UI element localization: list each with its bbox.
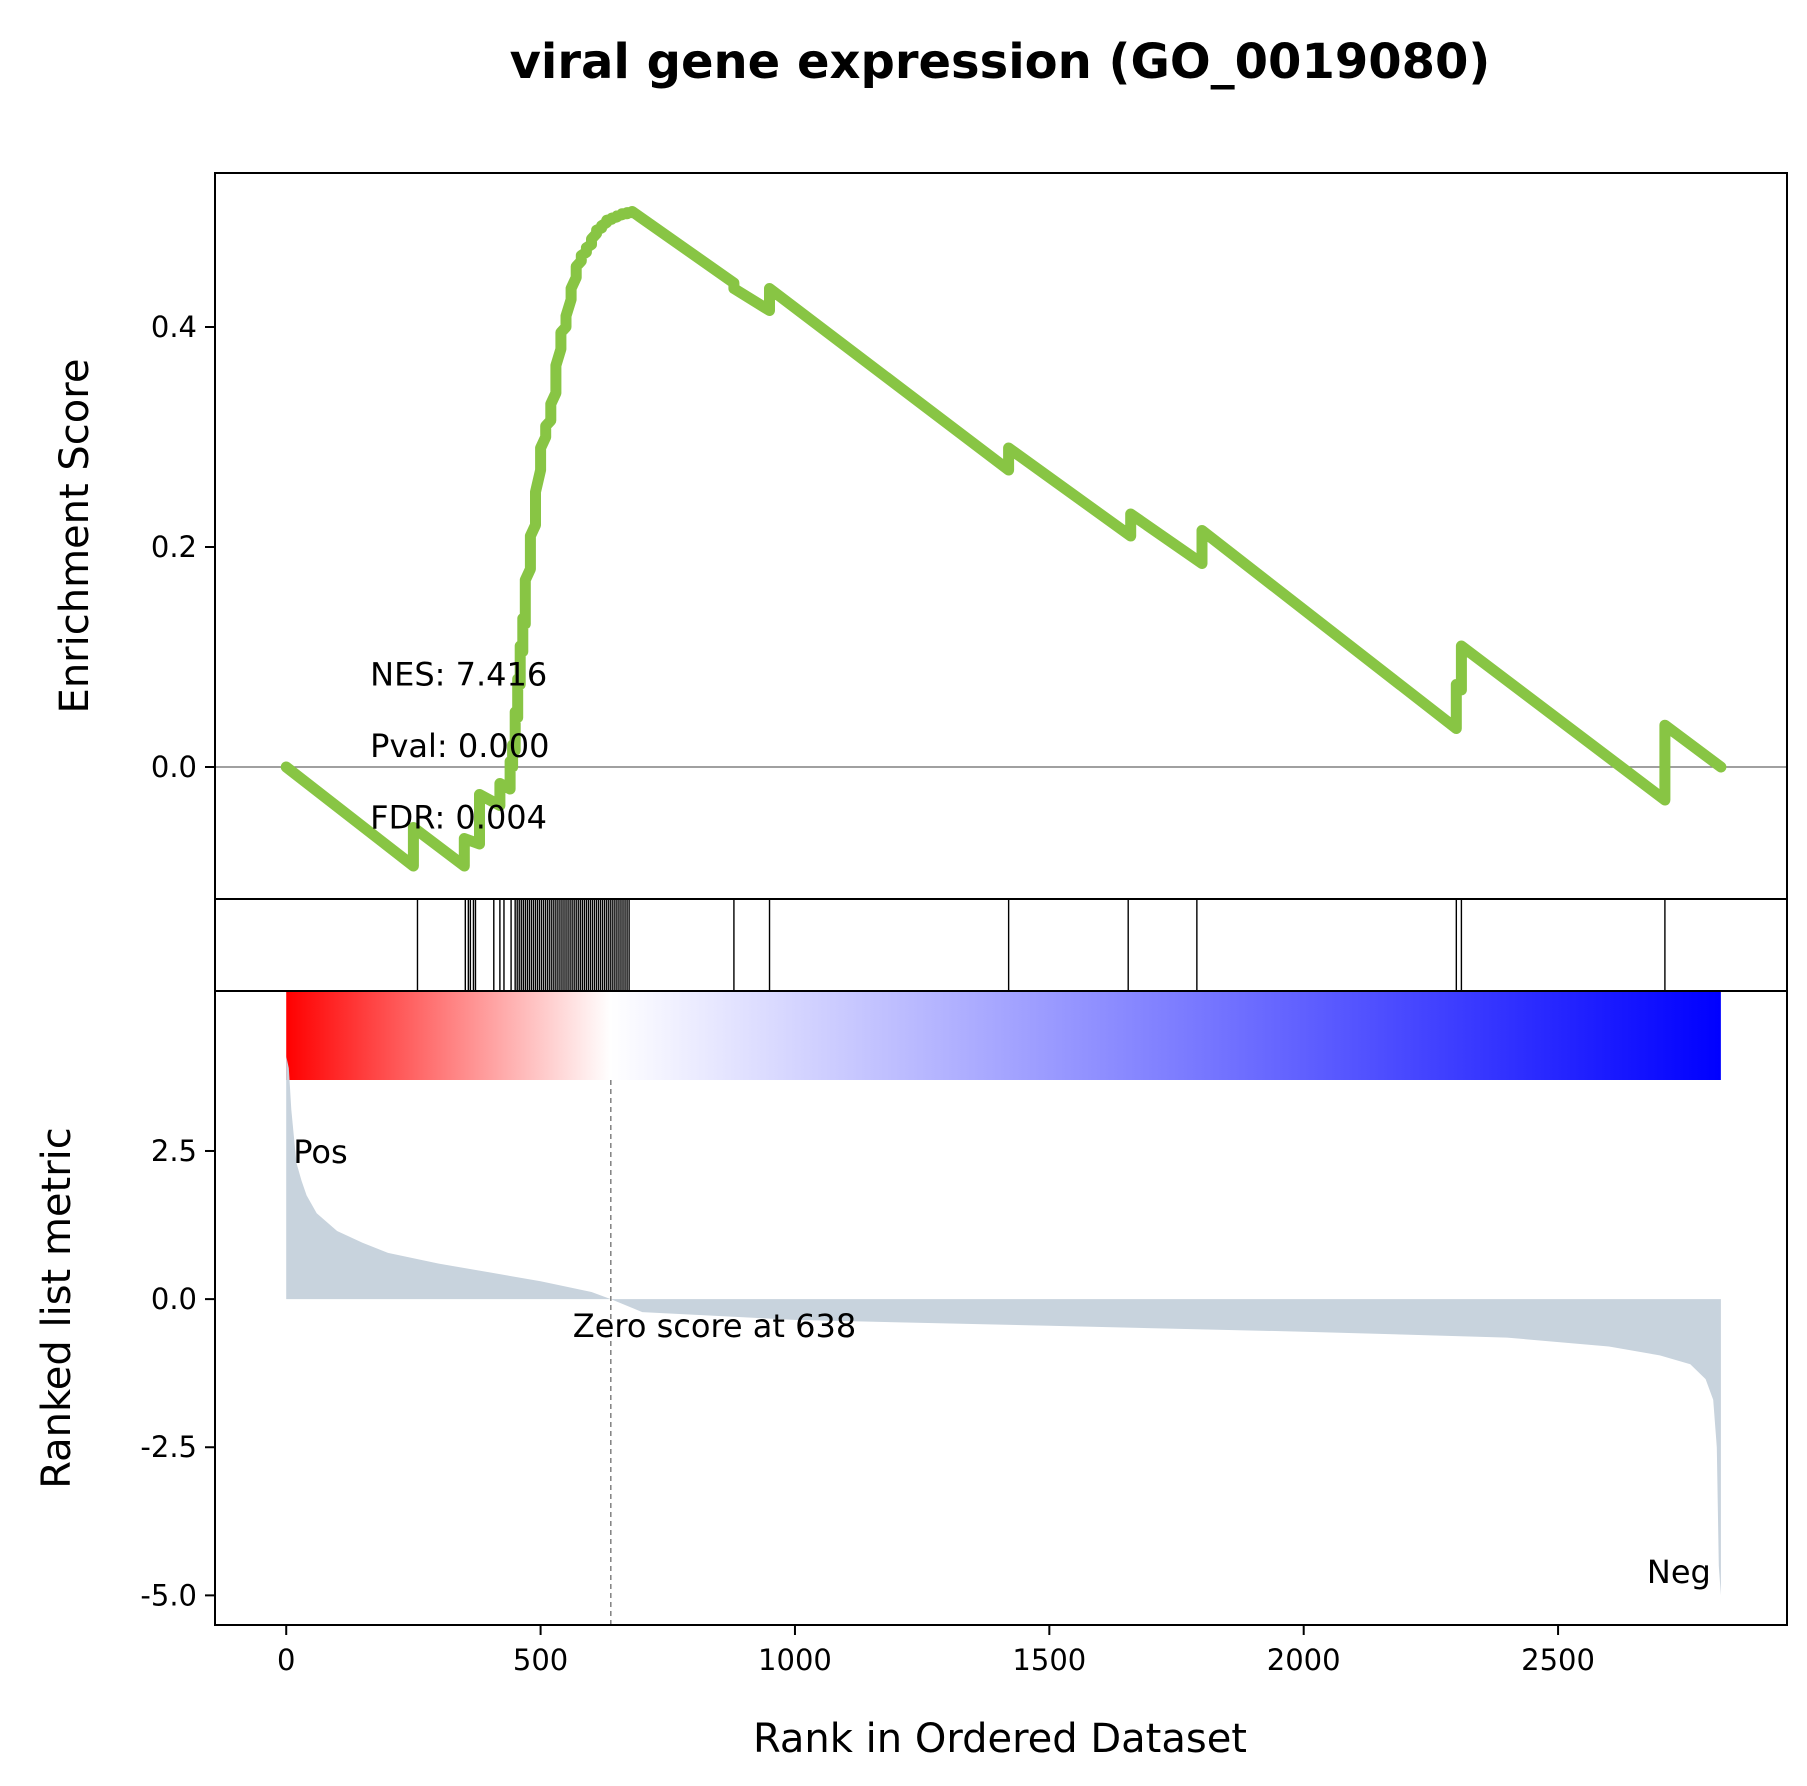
enrichment-score-panel: 0.0 0.2 0.4 NES: 7.416 Pval: 0.000 FDR: 0.00… xyxy=(52,172,1788,900)
metric-ytick-label: 0.0 xyxy=(151,1282,197,1316)
hit-axes-frame xyxy=(214,898,1788,992)
metric-ytick-label: 2.5 xyxy=(151,1134,197,1168)
es-ytick-label: 0.4 xyxy=(151,310,197,344)
x-tick-label: 1000 xyxy=(758,1643,832,1677)
enrichment-score-line-0 xyxy=(280,206,1727,872)
chart-title: viral gene expression (GO_0019080) xyxy=(510,34,1491,90)
gene-hit-panel xyxy=(214,898,1788,992)
stat-annotation-1: Pval: 0.000 xyxy=(370,727,549,765)
metric-ytick-label: -5.0 xyxy=(140,1578,197,1612)
x-tick-label: 1500 xyxy=(1012,1643,1086,1677)
x-tick-label: 2500 xyxy=(1521,1643,1595,1677)
es-axes-frame xyxy=(214,172,1788,900)
metric-axes-frame xyxy=(214,990,1788,1626)
zero-score-label: Zero score at 638 xyxy=(573,1307,856,1345)
ranked-metric-panel: Zero score at 638 Pos Neg 2.5 0.0 -2.5 -5.0… xyxy=(34,990,1788,1762)
es-ytick-label: 0.2 xyxy=(151,530,197,564)
x-tick-label: 0 xyxy=(277,1643,295,1677)
x-tick-label: 2000 xyxy=(1267,1643,1341,1677)
ranked-metric-area xyxy=(286,1056,1721,1596)
es-y-axis-label: Enrichment Score xyxy=(52,359,98,714)
metric-y-axis-label: Ranked list metric xyxy=(34,1127,80,1489)
es-ytick-label: 0.0 xyxy=(151,750,197,784)
x-tick-label: 500 xyxy=(513,1643,568,1677)
stat-annotation-2: FDR: 0.004 xyxy=(370,799,547,837)
metric-ytick-label: -2.5 xyxy=(140,1430,197,1464)
neg-label: Neg xyxy=(1647,1553,1711,1591)
stat-annotation-0: NES: 7.416 xyxy=(370,656,547,694)
rank-colorbar xyxy=(286,992,1721,1080)
x-axis-label: Rank in Ordered Dataset xyxy=(753,1716,1247,1762)
pos-label: Pos xyxy=(293,1133,347,1171)
